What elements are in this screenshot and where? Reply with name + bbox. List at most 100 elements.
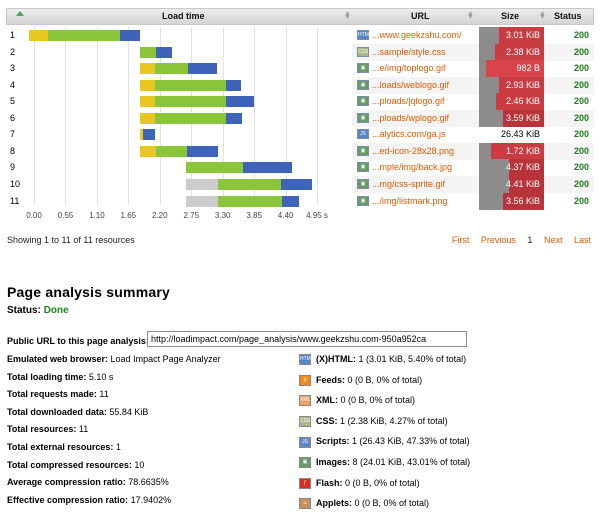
timing-bar-receive bbox=[225, 79, 241, 91]
axis-tick-label: 4.40 bbox=[277, 211, 294, 220]
timing-bar-connect bbox=[139, 145, 156, 157]
column-header-load-time[interactable]: Load time bbox=[162, 11, 205, 21]
resource-size: 4.41 KiB bbox=[479, 175, 544, 193]
gridline bbox=[254, 27, 256, 205]
timing-bar-connect bbox=[139, 129, 144, 141]
http-status: 200 bbox=[573, 145, 589, 156]
timing-bar-receive bbox=[156, 46, 172, 58]
timing-bar-wait bbox=[155, 96, 226, 108]
timing-bar-wait bbox=[217, 178, 281, 190]
resource-size: 982 B bbox=[479, 60, 544, 78]
type-value: 1 (26.43 KiB, 47.33% of total) bbox=[352, 436, 470, 447]
http-status: 200 bbox=[573, 195, 589, 206]
http-status: 200 bbox=[573, 178, 589, 189]
timing-bar-receive bbox=[186, 145, 218, 157]
summary-stat: Total resources: 11 bbox=[7, 424, 88, 434]
image-icon: ▣ bbox=[357, 178, 369, 189]
results-count: Showing 1 to 11 of 11 resources bbox=[7, 235, 135, 245]
column-header-size[interactable]: Size bbox=[501, 11, 520, 21]
image-icon: ▣ bbox=[357, 112, 369, 123]
pager-first-link[interactable]: First bbox=[451, 235, 470, 245]
resource-url-link[interactable]: ...e/img/toplogo.gif bbox=[372, 63, 446, 74]
type-label: (X)HTML: bbox=[316, 354, 356, 364]
type-label: Feeds: bbox=[316, 374, 346, 385]
waterfall-chart bbox=[25, 27, 352, 207]
resource-url-link[interactable]: ...sample/style.css bbox=[372, 46, 446, 57]
resource-type-row: HTM (X)HTML: 1 (3.01 KiB, 5.40% of total) bbox=[299, 354, 466, 366]
resource-url-link[interactable]: .../img/listmark.png bbox=[372, 195, 448, 206]
pager-previous-link[interactable]: Previous bbox=[480, 235, 516, 245]
stat-value: 1 bbox=[115, 442, 121, 452]
http-status: 200 bbox=[573, 63, 589, 74]
axis-tick-label: 1.10 bbox=[89, 211, 105, 220]
image-icon: ▣ bbox=[357, 195, 369, 206]
table-row: ▣ ...mple/img/back.jpg 4.37 KiB 200 bbox=[352, 159, 594, 177]
axis-tick-label: 1.65 bbox=[120, 211, 137, 220]
type-value: 0 (0 B, 0% of total) bbox=[354, 498, 430, 509]
resource-size: 26.43 KiB bbox=[500, 129, 540, 140]
image-icon: ▣ bbox=[357, 63, 369, 74]
image-icon: ▣ bbox=[299, 457, 311, 469]
sort-ascending-icon[interactable] bbox=[16, 11, 24, 16]
row-number: 4 bbox=[10, 79, 16, 90]
resource-type-row: ▣ Images: 8 (24.01 KiB, 43.01% of total) bbox=[299, 457, 470, 469]
resource-url-link[interactable]: ...ploads/wplogo.gif bbox=[372, 112, 450, 123]
timing-bar-receive bbox=[225, 112, 243, 124]
row-number: 1 bbox=[10, 30, 16, 40]
row-number: 2 bbox=[10, 46, 16, 57]
summary-stat: Average compression ratio: 78.6635% bbox=[7, 477, 169, 487]
resource-type-row: CSS CSS: 1 (2.38 KiB, 4.27% of total) bbox=[299, 416, 448, 427]
timing-bar-connect bbox=[139, 63, 156, 75]
table-row: ▣ ...loads/weblogo.gif 2.93 KiB 200 bbox=[352, 76, 594, 94]
http-status: 200 bbox=[573, 129, 589, 140]
timing-bar-connect bbox=[29, 30, 49, 41]
public-url-field[interactable] bbox=[147, 331, 467, 347]
resource-url-link[interactable]: ...www.geekzshu.com/ bbox=[372, 30, 462, 40]
axis-tick-label: 2.75 bbox=[183, 211, 200, 220]
row-number: 11 bbox=[10, 195, 20, 206]
timing-bar-receive bbox=[188, 63, 217, 75]
sort-toggle-icon[interactable]: ▲ ▼ bbox=[539, 10, 546, 21]
image-icon: ▣ bbox=[357, 79, 369, 90]
image-icon: ▣ bbox=[357, 96, 369, 107]
html-icon: HTM bbox=[299, 354, 311, 366]
column-header-url[interactable]: URL bbox=[411, 11, 430, 21]
pager-current-page: 1 bbox=[527, 235, 533, 245]
timing-bar-receive bbox=[281, 195, 300, 207]
pager-last-link[interactable]: Last bbox=[573, 235, 591, 245]
resource-url-link[interactable]: ...loads/weblogo.gif bbox=[372, 79, 450, 90]
stat-label: Total requests made: bbox=[7, 389, 97, 400]
type-label: CSS: bbox=[316, 415, 338, 426]
row-number: 6 bbox=[10, 112, 16, 123]
status-label: Status: bbox=[7, 305, 41, 316]
http-status: 200 bbox=[573, 96, 589, 107]
resource-url-link[interactable]: ...ed-icon-28x28.png bbox=[372, 145, 455, 156]
resource-size: 2.93 KiB bbox=[479, 76, 544, 94]
css-icon: CSS bbox=[299, 415, 311, 427]
resource-size: 2.46 KiB bbox=[479, 93, 544, 111]
sort-toggle-icon[interactable]: ▲ ▼ bbox=[467, 10, 474, 21]
axis-tick-label: 4.95 s bbox=[306, 211, 328, 220]
resource-url-link[interactable]: ...mple/img/back.jpg bbox=[372, 162, 453, 173]
resource-url-link[interactable]: ...mg/css-sprite.gif bbox=[372, 178, 446, 189]
script-icon: JS bbox=[357, 129, 369, 140]
pager-next-link[interactable]: Next bbox=[543, 235, 563, 245]
resource-type-row: ƒ Flash: 0 (0 B, 0% of total) bbox=[299, 478, 420, 489]
table-row: JS ...alytics.com/ga.js 26.43 KiB 200 bbox=[352, 126, 594, 143]
stat-label: Total loading time: bbox=[7, 371, 87, 382]
row-number: 5 bbox=[10, 96, 16, 107]
timing-bar-receive bbox=[120, 30, 140, 41]
html-icon: HTM bbox=[357, 30, 369, 40]
flash-icon: ƒ bbox=[299, 477, 311, 489]
resource-url-link[interactable]: ...alytics.com/ga.js bbox=[372, 129, 446, 140]
gridline bbox=[96, 27, 98, 205]
summary-stat: Total compressed resources: 10 bbox=[7, 460, 144, 470]
column-header-status[interactable]: Status bbox=[554, 11, 582, 21]
resource-size: 3.59 KiB bbox=[479, 109, 544, 127]
stat-label: Effective compression ratio: bbox=[7, 494, 129, 505]
row-number: 7 bbox=[10, 129, 16, 140]
type-value: 0 (0 B, 0% of total) bbox=[345, 477, 420, 488]
sort-toggle-icon[interactable]: ▲ ▼ bbox=[344, 10, 351, 21]
resource-url-link[interactable]: ...ploads/jqlogo.gif bbox=[372, 96, 445, 107]
timing-bar-connect bbox=[139, 112, 156, 124]
